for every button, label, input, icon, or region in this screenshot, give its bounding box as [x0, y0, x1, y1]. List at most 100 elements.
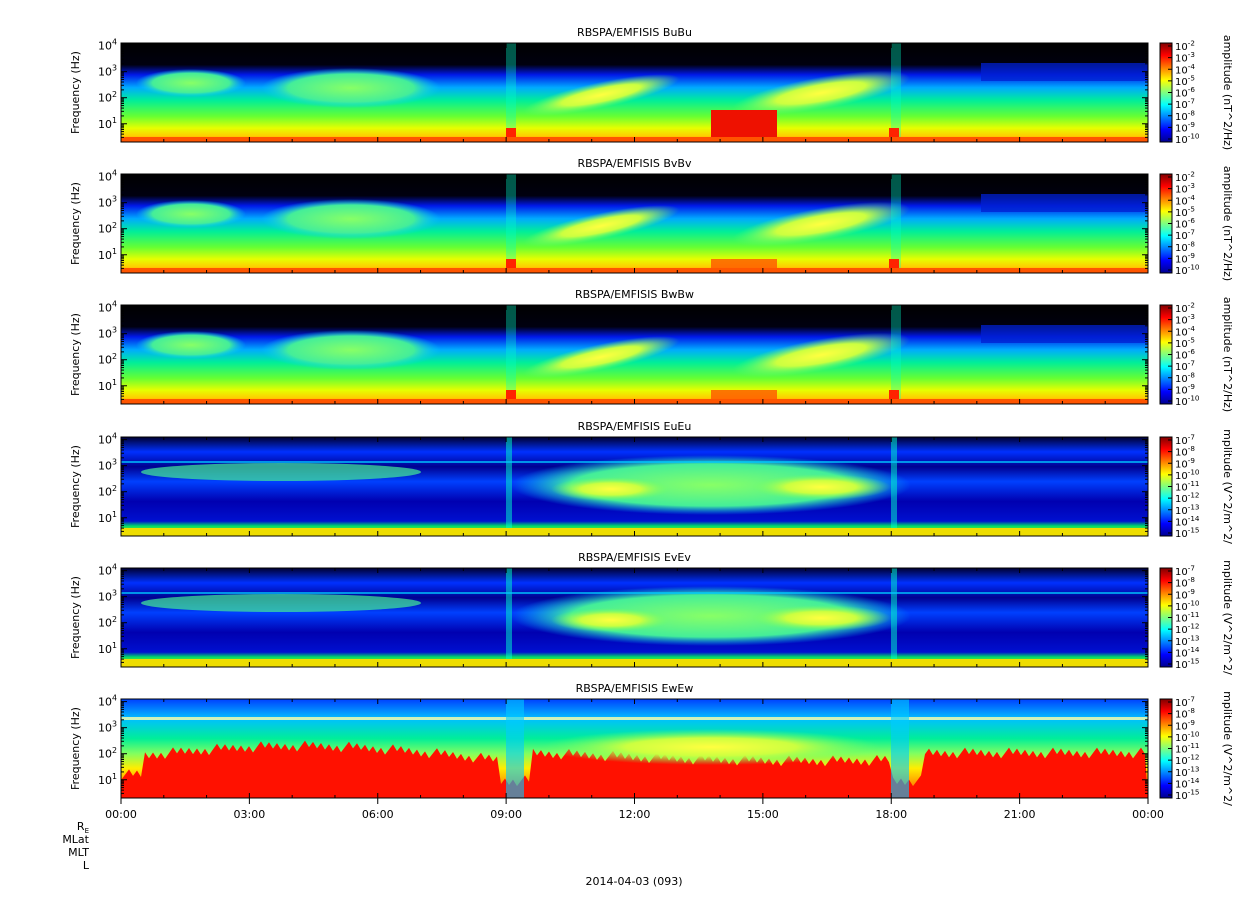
- x-tick-label: 12:00: [619, 808, 651, 821]
- colorbar-tick-label: 10-2: [1175, 301, 1195, 316]
- colorbar-tick-label: 10-11: [1175, 610, 1199, 625]
- colorbar-label: amplitude (nT^2/Hz): [1221, 35, 1234, 150]
- colorbar-tick-label: 10-9: [1175, 382, 1195, 397]
- x-tick-label: 09:00: [490, 808, 522, 821]
- x-tick-label: 06:00: [362, 808, 394, 821]
- spectrogram-panel: RBSPA/EMFISIS BuBu 101 102 103 104 Frequency …: [69, 26, 1234, 150]
- colorbar-tick-label: 10-5: [1175, 204, 1195, 219]
- colorbar-tick-label: 10-3: [1175, 312, 1195, 327]
- colorbar-tick-label: 10-8: [1175, 706, 1195, 721]
- x-tick-label: 00:00: [1132, 808, 1164, 821]
- colorbar-tick-label: 10-10: [1175, 598, 1200, 613]
- spectrogram-features: [121, 699, 1148, 798]
- y-tick-label: 103: [98, 195, 117, 210]
- spectrogram-panel: RBSPA/EMFISIS EwEw 101 102 103 104 Frequency …: [69, 682, 1234, 806]
- colorbar-tick-label: 10-12: [1175, 622, 1199, 637]
- colorbar-tick-label: 10-13: [1175, 633, 1199, 648]
- x-tick-label: 00:00: [105, 808, 137, 821]
- colorbar-label: mplitude (V^2/m^2/: [1221, 429, 1234, 544]
- date-label: 2014-04-03 (093): [585, 875, 682, 888]
- colorbar-tick-label: 10-9: [1175, 456, 1195, 471]
- colorbar-tick-label: 10-8: [1175, 575, 1195, 590]
- colorbar-tick-label: 10-2: [1175, 170, 1195, 185]
- colorbar-label: mplitude (V^2/m^2/: [1221, 560, 1234, 675]
- colorbar-tick-label: 10-11: [1175, 479, 1199, 494]
- colorbar-tick-label: 10-10: [1175, 132, 1200, 147]
- y-tick-label: 102: [98, 221, 117, 236]
- colorbar-tick-label: 10-3: [1175, 50, 1195, 65]
- y-axis-label: Frequency (Hz): [69, 51, 82, 134]
- y-axis-label: Frequency (Hz): [69, 707, 82, 790]
- colorbar-label: amplitude (nT^2/Hz): [1221, 166, 1234, 281]
- colorbar-tick-label: 10-15: [1175, 526, 1199, 541]
- panel-title: RBSPA/EMFISIS EwEw: [576, 682, 694, 695]
- y-tick-label: 104: [98, 694, 117, 709]
- y-tick-label: 103: [98, 458, 117, 473]
- spectrogram-panel: RBSPA/EMFISIS BwBw 101 102 103 104 Frequency …: [69, 288, 1234, 412]
- y-tick-label: 103: [98, 720, 117, 735]
- spectrogram-panel: RBSPA/EMFISIS EvEv 101 102 103 104 Frequency …: [69, 551, 1234, 675]
- colorbar-tick-label: 10-12: [1175, 753, 1199, 768]
- colorbar-tick-label: 10-7: [1175, 228, 1195, 243]
- y-tick-label: 101: [98, 772, 117, 787]
- colorbar-tick-label: 10-8: [1175, 444, 1195, 459]
- y-tick-label: 104: [98, 300, 117, 315]
- x-tick-label: 21:00: [1004, 808, 1036, 821]
- x-tick-label: 03:00: [234, 808, 266, 821]
- colorbar-tick-label: 10-7: [1175, 97, 1195, 112]
- colorbar-tick-label: 10-5: [1175, 73, 1195, 88]
- panel-title: RBSPA/EMFISIS EvEv: [578, 551, 691, 564]
- colorbar-tick-label: 10-8: [1175, 108, 1195, 123]
- colorbar-tick-label: 10-13: [1175, 764, 1199, 779]
- colorbar-label: amplitude (nT^2/Hz): [1221, 297, 1234, 412]
- colorbar-tick-label: 10-7: [1175, 433, 1195, 448]
- colorbar-tick-label: 10-3: [1175, 181, 1195, 196]
- x-tick-label: 15:00: [747, 808, 779, 821]
- y-tick-label: 102: [98, 615, 117, 630]
- y-tick-label: 101: [98, 247, 117, 262]
- y-tick-label: 101: [98, 641, 117, 656]
- y-tick-label: 101: [98, 378, 117, 393]
- y-tick-label: 104: [98, 563, 117, 578]
- y-tick-label: 103: [98, 64, 117, 79]
- colorbar-tick-label: 10-9: [1175, 120, 1195, 135]
- panel-title: RBSPA/EMFISIS BwBw: [575, 288, 694, 301]
- y-tick-label: 104: [98, 432, 117, 447]
- panel-title: RBSPA/EMFISIS BuBu: [577, 26, 692, 39]
- panel-title: RBSPA/EMFISIS BvBv: [578, 157, 692, 170]
- colorbar-tick-label: 10-12: [1175, 491, 1199, 506]
- y-tick-label: 101: [98, 510, 117, 525]
- colorbar-tick-label: 10-2: [1175, 39, 1195, 54]
- colorbar-tick-label: 10-14: [1175, 514, 1200, 529]
- colorbar-tick-label: 10-15: [1175, 788, 1199, 803]
- colorbar-label: mplitude (V^2/m^2/: [1221, 691, 1234, 806]
- colorbar-tick-label: 10-9: [1175, 251, 1195, 266]
- ephemeris-l: L: [83, 859, 90, 872]
- y-axis-label: Frequency (Hz): [69, 576, 82, 659]
- colorbar-tick-label: 10-6: [1175, 85, 1195, 100]
- colorbar-tick-label: 10-7: [1175, 695, 1195, 710]
- y-tick-label: 101: [98, 116, 117, 131]
- y-tick-label: 103: [98, 326, 117, 341]
- colorbar-tick-label: 10-8: [1175, 239, 1195, 254]
- colorbar-tick-label: 10-7: [1175, 564, 1195, 579]
- y-tick-label: 102: [98, 484, 117, 499]
- colorbar-tick-label: 10-13: [1175, 502, 1199, 517]
- colorbar-tick-label: 10-4: [1175, 193, 1195, 208]
- y-axis-label: Frequency (Hz): [69, 313, 82, 396]
- colorbar-tick-label: 10-5: [1175, 335, 1195, 350]
- colorbar-tick-label: 10-10: [1175, 467, 1200, 482]
- colorbar-tick-label: 10-9: [1175, 587, 1195, 602]
- colorbar-tick-label: 10-6: [1175, 216, 1195, 231]
- colorbar-tick-label: 10-14: [1175, 645, 1200, 660]
- colorbar-tick-label: 10-10: [1175, 263, 1200, 278]
- panel-title: RBSPA/EMFISIS EuEu: [578, 420, 692, 433]
- colorbar-tick-label: 10-8: [1175, 370, 1195, 385]
- colorbar-tick-label: 10-10: [1175, 729, 1200, 744]
- y-tick-label: 102: [98, 352, 117, 367]
- colorbar-tick-label: 10-11: [1175, 741, 1199, 756]
- spectrogram-panel: RBSPA/EMFISIS EuEu 101 102 103 104 Frequency …: [69, 420, 1234, 544]
- y-tick-label: 104: [98, 38, 117, 53]
- x-tick-label: 18:00: [875, 808, 907, 821]
- ephemeris-labels: RE MLat MLT L: [62, 820, 90, 872]
